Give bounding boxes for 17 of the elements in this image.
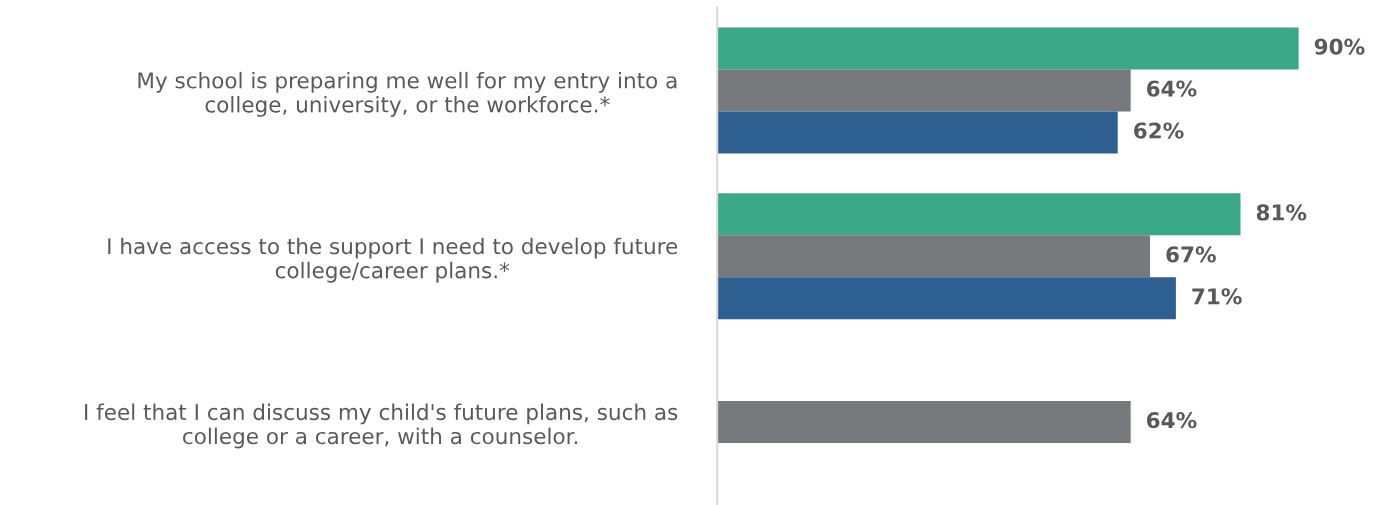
data-label: 62% <box>1134 122 1184 139</box>
data-label: 71% <box>1192 288 1242 305</box>
y-tick-label: I feel that I can discuss my child's future plans, such as college or a career, with a counselor. <box>85 403 678 449</box>
bar <box>717 69 1131 112</box>
data-label: 64% <box>1146 80 1197 97</box>
data-label: 90% <box>1314 38 1365 55</box>
bar <box>717 111 1118 154</box>
bar <box>717 235 1151 278</box>
bar <box>717 193 1241 236</box>
data-label: 64% <box>1146 412 1197 429</box>
bar <box>717 277 1176 320</box>
y-tick-label: I have access to the support I need to develop future college/career plans.* <box>108 237 678 283</box>
data-label: 67% <box>1166 246 1216 263</box>
data-label: 81% <box>1256 204 1307 221</box>
bar <box>717 27 1299 70</box>
bar <box>717 401 1131 444</box>
y-tick-label: My school is preparing me well for my entry into a college, university, or the workforce.* <box>138 71 677 117</box>
